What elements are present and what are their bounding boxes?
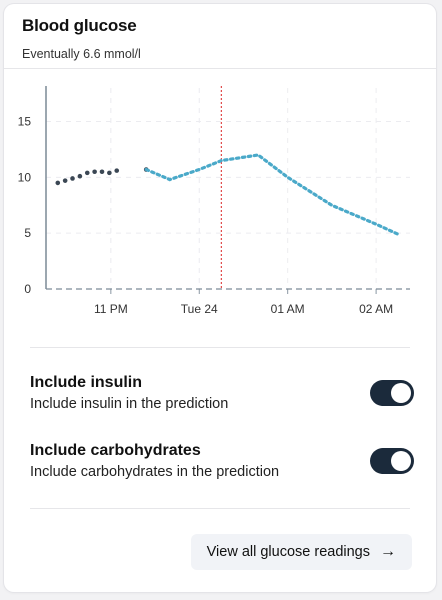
arrow-right-icon: →	[380, 543, 396, 560]
include-insulin-toggle[interactable]	[370, 380, 414, 406]
setting-description-insulin: Include insulin in the prediction	[30, 396, 229, 412]
divider-bottom	[30, 508, 410, 509]
glucose-reading-point	[77, 173, 83, 179]
toggle-knob	[391, 383, 411, 403]
setting-title-insulin: Include insulin	[30, 374, 143, 391]
glucose-reading-point	[55, 180, 61, 186]
glucose-chart-svg: 15 10 5 0 11 PM Tue 24 01 AM 02 AM	[18, 86, 410, 316]
include-carbohydrates-toggle[interactable]	[370, 448, 414, 474]
y-tick-label: 5	[24, 226, 31, 240]
glucose-reading-point	[92, 169, 97, 175]
view-all-readings-label: View all glucose readings	[206, 544, 370, 560]
card-header: Blood glucose Eventually 6.6 mmol/l	[4, 4, 436, 69]
glucose-reading-point	[84, 170, 90, 176]
x-tick-label: 02 AM	[359, 302, 393, 316]
x-tick-label: 01 AM	[271, 302, 305, 316]
glucose-reading-point	[99, 169, 105, 175]
glucose-reading-point	[62, 178, 68, 183]
x-tick-label: 11 PM	[94, 302, 128, 316]
toggle-knob	[391, 451, 411, 471]
setting-include-insulin: Include insulin Include insulin in the p…	[30, 374, 414, 424]
view-all-readings-button[interactable]: View all glucose readings →	[190, 534, 412, 570]
setting-description-carbohydrates: Include carbohydrates in the prediction	[30, 464, 280, 480]
card-subtitle: Eventually 6.6 mmol/l	[22, 47, 141, 61]
glucose-card: Blood glucose Eventually 6.6 mmol/l 15 10…	[4, 4, 436, 592]
glucose-reading-point	[70, 176, 75, 181]
glucose-chart: 15 10 5 0 11 PM Tue 24 01 AM 02 AM	[4, 70, 436, 330]
glucose-reading-point	[114, 168, 120, 173]
setting-include-carbohydrates: Include carbohydrates Include carbohydra…	[30, 442, 414, 492]
prediction-line	[144, 153, 400, 236]
y-tick-label: 10	[18, 170, 32, 184]
divider-top	[30, 347, 410, 348]
x-tick-label: Tue 24	[181, 302, 218, 316]
y-tick-label: 0	[24, 282, 31, 296]
setting-title-carbohydrates: Include carbohydrates	[30, 442, 201, 459]
glucose-reading-point	[107, 170, 112, 176]
card-title: Blood glucose	[22, 16, 137, 35]
y-tick-label: 15	[18, 115, 32, 129]
